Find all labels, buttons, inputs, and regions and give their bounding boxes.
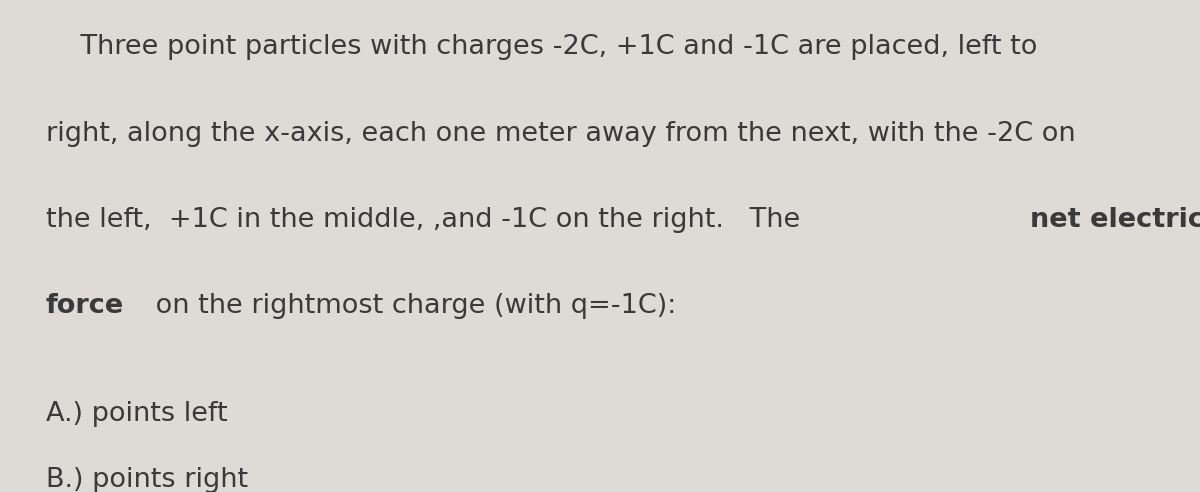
- Text: B.) points right: B.) points right: [46, 467, 247, 492]
- Text: A.) points left: A.) points left: [46, 401, 227, 427]
- Text: force: force: [46, 293, 124, 319]
- Text: Three point particles with charges -2C, +1C and -1C are placed, left to: Three point particles with charges -2C, …: [46, 34, 1037, 61]
- Text: on the rightmost charge (with q=-1C):: on the rightmost charge (with q=-1C):: [146, 293, 676, 319]
- Text: right, along the x-axis, each one meter away from the next, with the -2C on: right, along the x-axis, each one meter …: [46, 121, 1075, 147]
- Text: the left,  +1C in the middle, ,and -1C on the right.   The: the left, +1C in the middle, ,and -1C on…: [46, 207, 809, 233]
- Text: net electrical: net electrical: [1030, 207, 1200, 233]
